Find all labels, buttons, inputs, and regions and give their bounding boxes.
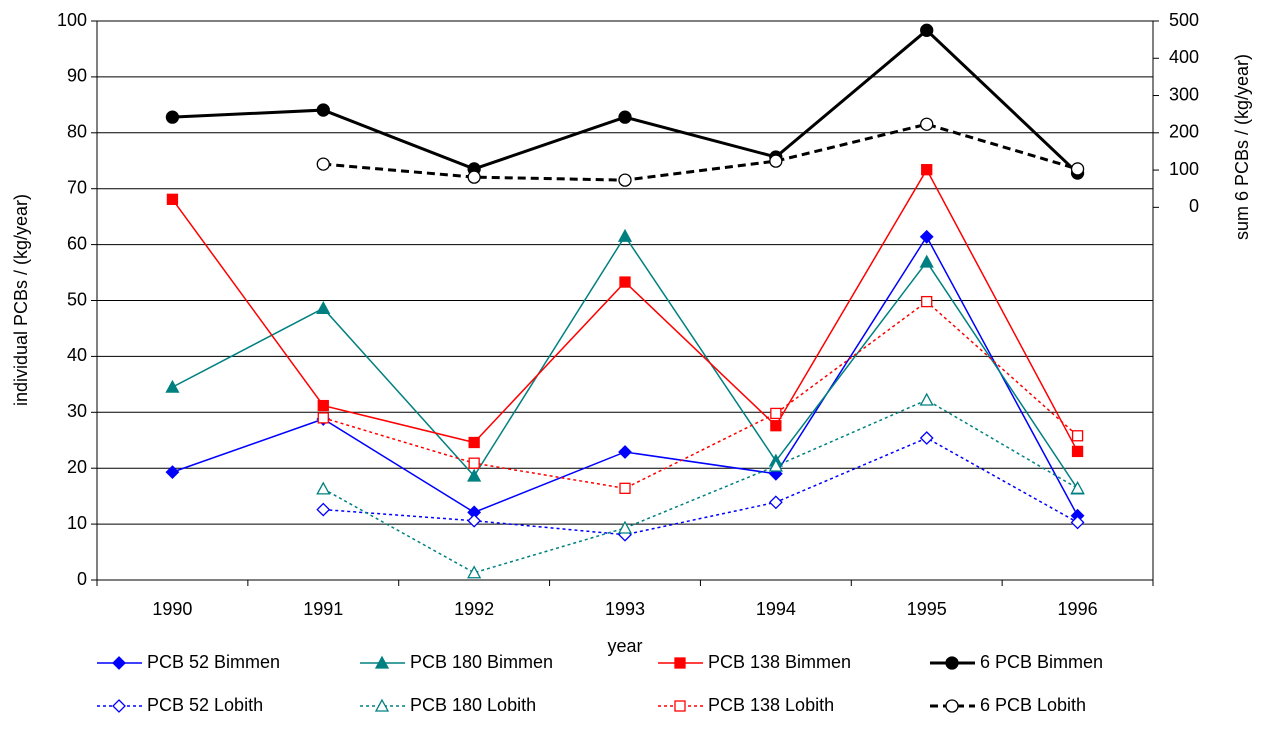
marker: [112, 656, 126, 670]
y-tick-label: 50: [67, 289, 87, 309]
marker: [619, 276, 631, 288]
marker: [920, 117, 934, 131]
marker: [165, 379, 180, 393]
marker: [468, 436, 480, 449]
marker: [467, 468, 482, 482]
marker: [165, 465, 180, 480]
y2-tick-label: 300: [1169, 84, 1199, 104]
series-line: [172, 28, 1079, 175]
x-tick-label: 1996: [1058, 599, 1098, 619]
y-tick-label: 10: [67, 513, 87, 533]
y-tick-label: 90: [67, 66, 87, 86]
marker: [618, 110, 632, 124]
series-line: [323, 122, 1078, 182]
y2-axis-label: sum 6 PCBs / (kg/year): [1232, 54, 1252, 240]
legend-label: PCB 180 Lobith: [410, 695, 536, 715]
marker: [166, 193, 179, 205]
x-tick-label: 1992: [454, 599, 494, 619]
y2-tick-label: 100: [1169, 159, 1199, 179]
marker: [374, 698, 390, 712]
marker: [769, 154, 783, 168]
x-tick-label: 1995: [907, 599, 947, 619]
x-tick-label: 1990: [152, 599, 192, 619]
marker: [316, 157, 330, 171]
marker: [317, 412, 329, 424]
marker: [617, 228, 633, 242]
marker: [919, 392, 934, 406]
x-axis-label: year: [607, 636, 642, 656]
y-tick-label: 80: [67, 122, 87, 142]
marker: [374, 655, 390, 669]
y-tick-label: 70: [67, 177, 87, 197]
legend-label: PCB 52 Lobith: [147, 695, 263, 715]
y-tick-label: 0: [77, 569, 87, 589]
y-tick-label: 30: [67, 401, 87, 421]
legend-label: PCB 52 Bimmen: [147, 652, 280, 672]
marker: [617, 520, 633, 534]
marker: [467, 565, 482, 579]
marker: [619, 482, 631, 494]
marker: [945, 656, 959, 670]
y2-tick-label: 0: [1189, 196, 1199, 216]
legend-label: PCB 138 Lobith: [708, 695, 834, 715]
marker: [165, 110, 180, 124]
y-tick-label: 60: [67, 233, 87, 253]
marker: [921, 295, 933, 308]
series-line: [323, 437, 1078, 536]
x-tick-label: 1991: [303, 599, 343, 619]
marker: [1070, 162, 1085, 176]
y2-tick-label: 200: [1169, 122, 1199, 142]
marker: [674, 657, 686, 669]
marker: [468, 457, 480, 469]
y-axis-label: individual PCBs / (kg/year): [11, 194, 31, 406]
x-tick-label: 1994: [756, 599, 796, 619]
marker: [467, 513, 482, 528]
marker: [920, 23, 934, 37]
marker: [316, 103, 330, 117]
marker: [618, 173, 632, 187]
marker: [618, 445, 632, 459]
marker: [316, 481, 331, 495]
marker: [112, 699, 126, 713]
marker: [467, 170, 481, 184]
marker: [317, 399, 329, 412]
y2-tick-label: 500: [1169, 10, 1199, 30]
y-tick-label: 40: [67, 345, 87, 365]
marker: [674, 700, 686, 712]
x-tick-label: 1993: [605, 599, 645, 619]
marker: [770, 407, 782, 420]
marker: [316, 300, 331, 314]
marker: [919, 229, 934, 244]
marker: [1071, 430, 1084, 442]
marker: [945, 699, 959, 713]
legend-label: 6 PCB Bimmen: [980, 652, 1103, 672]
marker: [919, 254, 934, 268]
y2-tick-label: 400: [1169, 47, 1199, 67]
series-line: [171, 168, 1079, 452]
marker: [1070, 480, 1085, 494]
marker: [316, 502, 331, 517]
marker: [1071, 445, 1084, 458]
marker: [1070, 515, 1085, 530]
y-tick-label: 100: [57, 10, 87, 30]
series-line: [323, 300, 1079, 490]
legend-label: 6 PCB Lobith: [980, 695, 1086, 715]
legend-label: PCB 138 Bimmen: [708, 652, 851, 672]
marker: [768, 458, 783, 472]
marker: [770, 420, 782, 432]
series-line: [322, 399, 1078, 574]
marker: [921, 164, 933, 176]
y-tick-label: 20: [67, 457, 87, 477]
legend-label: PCB 180 Bimmen: [410, 652, 553, 672]
marker: [768, 495, 783, 510]
marker: [919, 431, 934, 445]
